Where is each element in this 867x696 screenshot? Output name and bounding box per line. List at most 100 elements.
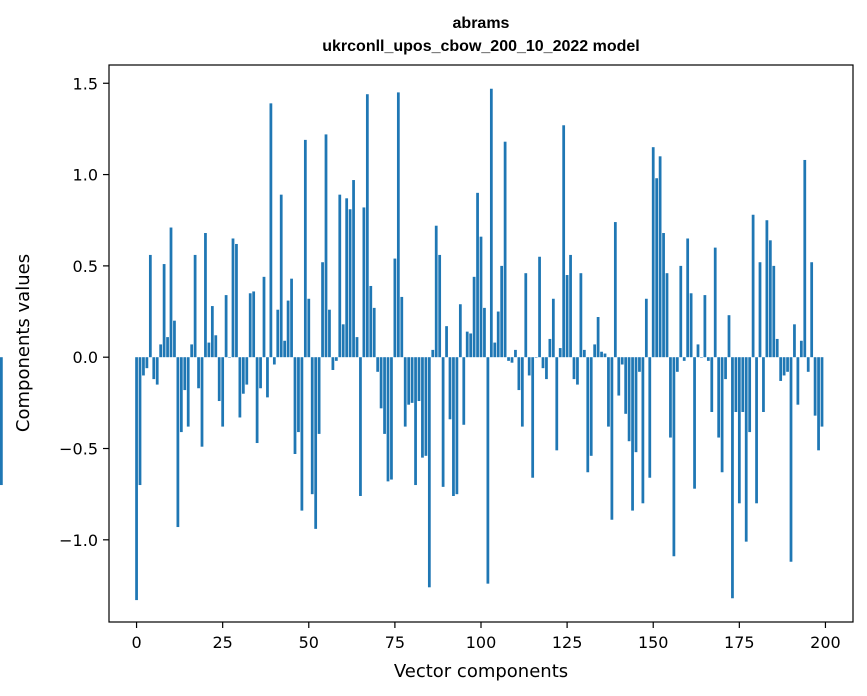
bar-172 (727, 315, 731, 358)
bar-57 (331, 357, 335, 370)
bar-155 (669, 357, 672, 438)
bar-42 (279, 194, 283, 358)
bar-5 (152, 357, 156, 380)
x-axis-label: Vector components (394, 661, 568, 682)
bar-22 (210, 306, 214, 358)
bar-85 (427, 357, 431, 588)
bar-141 (620, 357, 624, 365)
bar-17 (193, 254, 197, 358)
bar-28 (231, 238, 235, 358)
bar-164 (700, 357, 703, 358)
bar-77 (400, 296, 404, 358)
bar-197 (813, 357, 817, 416)
bar-71 (379, 357, 383, 409)
bar-81 (414, 357, 417, 486)
bar-82 (417, 357, 421, 402)
bar-31 (241, 357, 245, 394)
bar-25 (221, 357, 225, 427)
bar-165 (703, 295, 707, 358)
y-axis-ticks: −1.0 −0.5 0.0 0.5 1.0 1.5 (59, 74, 109, 550)
bar-163 (696, 344, 700, 358)
bar-86 (431, 349, 435, 358)
y-tick-label: −0.5 (59, 440, 98, 459)
bar-76 (396, 92, 400, 358)
bar-4 (148, 254, 152, 358)
x-tick-label: 175 (724, 633, 755, 652)
bar-78 (403, 357, 407, 427)
bar-152 (658, 156, 662, 358)
bar-123 (558, 348, 562, 358)
bar-117 (538, 256, 541, 358)
y-tick-label: 1.0 (73, 166, 98, 185)
bar-126 (569, 254, 572, 358)
bar-49 (303, 139, 307, 358)
bars-group (0, 88, 824, 601)
bar-168 (713, 247, 717, 358)
bar-88 (438, 254, 442, 358)
bar-23 (214, 335, 218, 358)
bar-11 (173, 320, 176, 358)
bar-1 (138, 357, 142, 486)
bar-89 (441, 357, 445, 487)
bar-176 (741, 357, 745, 412)
bar-130 (582, 349, 586, 358)
bar-33 (248, 293, 252, 358)
bar-139 (613, 222, 617, 358)
bar-181 (758, 262, 762, 358)
bar-16 (190, 344, 194, 358)
bar-153 (662, 233, 665, 358)
bar-70 (376, 357, 380, 372)
bar-43 (283, 340, 287, 358)
bar-105 (496, 311, 500, 358)
bar-101 (483, 307, 486, 358)
bar-93 (455, 357, 459, 495)
bar-39 (269, 103, 273, 358)
bar-92 (452, 357, 455, 496)
bar-79 (407, 357, 411, 405)
bar-27 (228, 357, 231, 358)
bar-97 (469, 333, 473, 358)
x-tick-label: 200 (810, 633, 841, 652)
bar-184 (768, 240, 772, 358)
bar-73 (386, 357, 390, 482)
bar-179 (751, 214, 755, 358)
bar-171 (724, 357, 727, 380)
bar-162 (693, 357, 696, 489)
bar-160 (686, 238, 690, 358)
bar-173 (731, 357, 734, 599)
bar-183 (765, 220, 769, 358)
bar-83 (421, 357, 424, 458)
bar-64 (355, 337, 359, 358)
bar-106 (500, 265, 504, 358)
bar-30 (238, 357, 242, 418)
bar-46 (293, 357, 297, 454)
bar-50 (307, 298, 311, 358)
bar-107 (503, 141, 507, 358)
bar-103 (489, 88, 493, 358)
bar-186 (775, 338, 779, 358)
bar-199 (820, 357, 824, 427)
bar-20 (204, 233, 207, 358)
bar-118 (541, 357, 545, 369)
bar-129 (579, 273, 583, 358)
bar-21 (207, 342, 211, 358)
bar-177 (744, 357, 748, 542)
bar-189 (786, 357, 789, 372)
bar-58 (334, 357, 338, 361)
bar-26 (224, 295, 228, 358)
bar-60 (341, 324, 345, 358)
bar-41 (276, 309, 280, 358)
bar-121 (551, 298, 555, 358)
bar-104 (493, 342, 497, 358)
bar-112 (520, 357, 524, 427)
bar-108 (507, 357, 510, 361)
bar-145 (634, 357, 638, 453)
bar-175 (737, 357, 741, 504)
y-tick-label: 1.5 (73, 74, 98, 93)
bar-137 (607, 357, 610, 427)
bar-147 (641, 357, 645, 504)
bar-72 (383, 357, 386, 434)
bar-94 (458, 304, 462, 358)
bar-166 (706, 357, 710, 361)
